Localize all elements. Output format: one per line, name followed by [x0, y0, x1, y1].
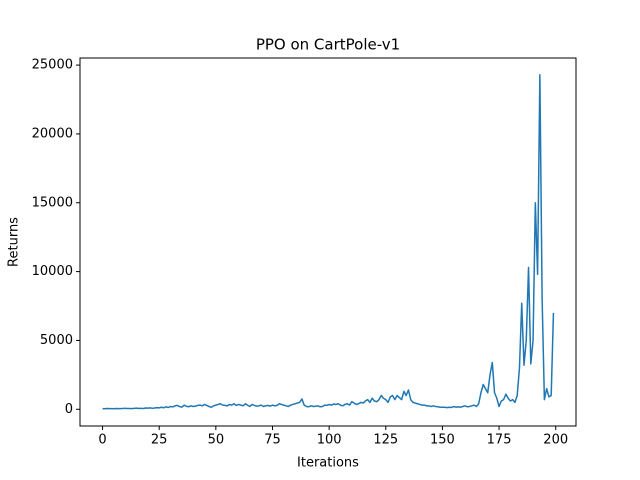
x-tick-label: 125 — [373, 433, 398, 448]
y-tick-label: 10000 — [32, 264, 73, 279]
x-tick-label: 50 — [208, 433, 225, 448]
y-axis-label: Returns — [7, 217, 22, 267]
y-tick-label: 25000 — [32, 58, 73, 73]
y-tick-label: 15000 — [32, 195, 73, 210]
data-line — [102, 73, 555, 410]
x-axis-label: Iterations — [297, 456, 359, 471]
y-tick-label: 5000 — [40, 333, 73, 348]
x-tick-label: 100 — [317, 433, 342, 448]
x-tick-label: 150 — [430, 433, 455, 448]
x-tick-label: 25 — [151, 433, 168, 448]
y-tick-label: 0 — [65, 402, 73, 417]
x-tick-label: 75 — [264, 433, 281, 448]
axes-frame — [79, 57, 577, 427]
x-tick-label: 175 — [487, 433, 512, 448]
y-tick-label: 20000 — [32, 126, 73, 141]
x-tick-label: 0 — [98, 433, 106, 448]
chart-title: PPO on CartPole-v1 — [256, 36, 400, 54]
x-tick-label: 200 — [543, 433, 568, 448]
